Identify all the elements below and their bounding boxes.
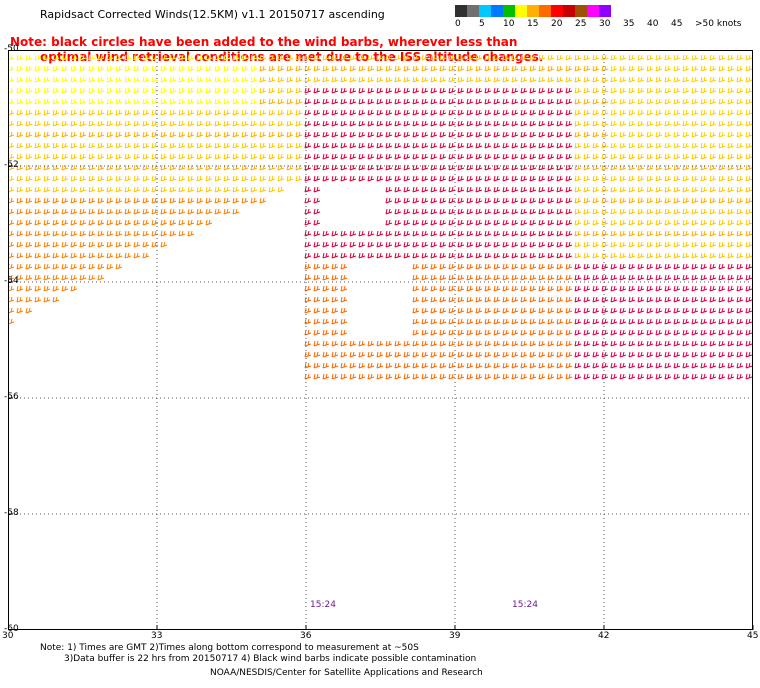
legend-swatch <box>515 5 527 17</box>
lon-tick-label: 36 <box>300 631 312 641</box>
legend-label: 0 <box>455 19 461 29</box>
legend-label: 30 <box>599 19 611 29</box>
map-frame <box>8 50 753 630</box>
legend-swatch <box>539 5 551 17</box>
legend-swatch <box>479 5 491 17</box>
legend-swatch <box>503 5 515 17</box>
wind-barbs <box>8 54 753 380</box>
legend-swatch <box>467 5 479 17</box>
legend-label: 45 <box>671 19 683 29</box>
legend-label: 40 <box>647 19 659 29</box>
legend-labels: 0 5 10 15 20 25 30 35 40 45 >50 knots <box>455 19 742 31</box>
legend-label: 15 <box>527 19 539 29</box>
lat-tick-label: -54 <box>4 276 19 286</box>
legend-label: 25 <box>575 19 587 29</box>
legend-label: 20 <box>551 19 563 29</box>
time-label-1: 15:24 <box>310 600 336 610</box>
lat-tick-label: -56 <box>4 392 19 402</box>
legend-swatch <box>563 5 575 17</box>
grid <box>8 50 753 630</box>
lon-tick-label: 30 <box>2 631 14 641</box>
footer-note-2: 3)Data buffer is 22 hrs from 20150717 4)… <box>64 654 477 664</box>
lon-tick-label: 45 <box>747 631 759 641</box>
footer-credit: NOAA/NESDIS/Center for Satellite Applica… <box>210 668 483 678</box>
lon-tick-label: 42 <box>598 631 610 641</box>
legend-swatch <box>587 5 599 17</box>
lat-tick-label: -50 <box>4 44 19 54</box>
legend-label: 35 <box>623 19 635 29</box>
note-text: Note: black circles have been added to t… <box>10 35 570 65</box>
chart-title: Rapidsact Corrected Winds(12.5KM) v1.1 2… <box>40 8 385 21</box>
legend-swatch <box>455 5 467 17</box>
legend-swatch <box>527 5 539 17</box>
time-label-2: 15:24 <box>512 600 538 610</box>
lon-tick-label: 33 <box>151 631 163 641</box>
wind-speed-legend: 0 5 10 15 20 25 30 35 40 45 >50 knots <box>455 5 742 31</box>
lat-tick-label: -60 <box>4 624 19 634</box>
legend-swatch <box>575 5 587 17</box>
legend-swatch <box>491 5 503 17</box>
note-line-1: Note: black circles have been added to t… <box>10 35 518 49</box>
lat-tick-label: -58 <box>4 508 19 518</box>
legend-label: 5 <box>479 19 485 29</box>
legend-label: 10 <box>503 19 515 29</box>
legend-label: >50 knots <box>695 19 742 29</box>
wind-map <box>8 50 754 630</box>
footer-note-1: Note: 1) Times are GMT 2)Times along bot… <box>40 643 419 653</box>
legend-swatch <box>599 5 611 17</box>
lat-tick-label: -52 <box>4 160 19 170</box>
lon-tick-label: 39 <box>449 631 461 641</box>
legend-swatch <box>551 5 563 17</box>
note-line-2: optimal wind retrieval conditions are me… <box>40 50 544 64</box>
legend-color-bar <box>455 5 611 17</box>
